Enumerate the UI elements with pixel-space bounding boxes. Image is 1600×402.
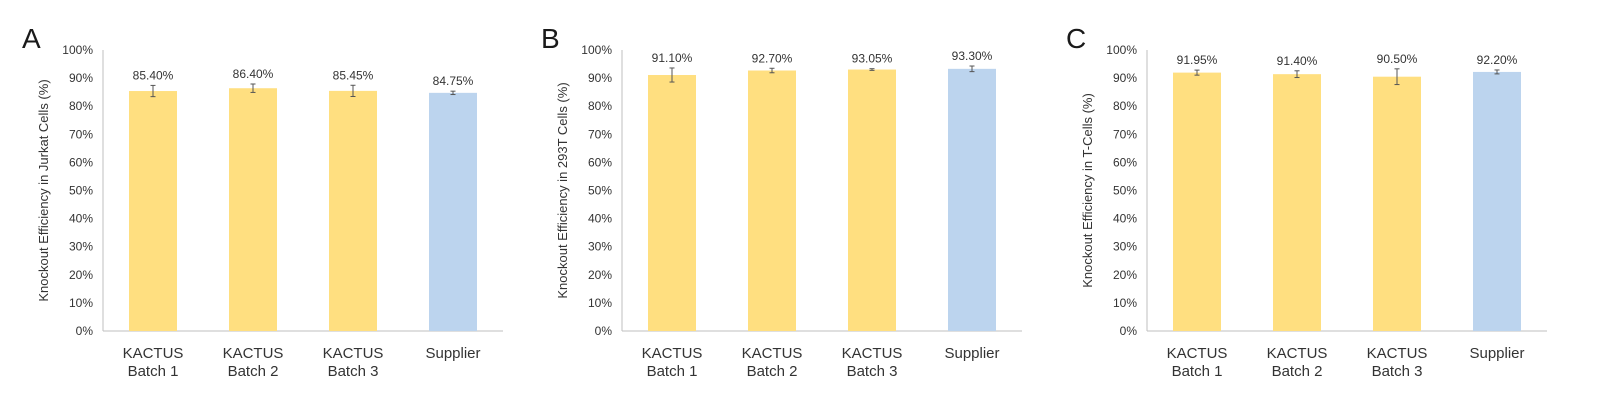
x-category-label-b-2: KACTUS bbox=[742, 345, 803, 362]
x-category-label-c-1: Batch 1 bbox=[1172, 363, 1223, 380]
x-category-label-c-4: Supplier bbox=[1469, 345, 1524, 362]
y-tick-label-a: 70% bbox=[69, 127, 93, 141]
bar-b-4 bbox=[948, 68, 996, 332]
y-axis-label-c: Knockout Efficiency in T-Cells (%) bbox=[1080, 93, 1095, 288]
bar-b-1 bbox=[648, 75, 696, 331]
x-category-label-c-2: KACTUS bbox=[1267, 345, 1328, 362]
y-tick-label-a: 80% bbox=[69, 99, 93, 113]
bar-a-2 bbox=[229, 88, 277, 331]
y-tick-label-b: 80% bbox=[588, 99, 612, 113]
y-tick-label-b: 30% bbox=[588, 240, 612, 254]
y-tick-label-b: 100% bbox=[581, 43, 612, 57]
chart-b-svg: B Knockout Efficiency in 293T Cells (%) 0%… bbox=[541, 23, 1022, 380]
chart-panel-c: C Knockout Efficiency in T-Cells (%) 0% 10%… bbox=[1062, 0, 1582, 402]
x-category-label-c-2: Batch 2 bbox=[1272, 363, 1323, 380]
y-tick-label-b: 40% bbox=[588, 212, 612, 226]
bar-c-1 bbox=[1173, 72, 1221, 332]
data-label-b-3: 93.05% bbox=[852, 52, 893, 66]
bar-c-3 bbox=[1373, 76, 1421, 331]
x-category-label-c-3: Batch 3 bbox=[1372, 363, 1423, 380]
bar-a-3 bbox=[329, 90, 377, 331]
y-tick-label-c: 40% bbox=[1113, 212, 1137, 226]
x-category-label-a-3: Batch 3 bbox=[328, 363, 379, 380]
y-tick-label-b: 70% bbox=[588, 127, 612, 141]
x-category-label-a-1: Batch 1 bbox=[128, 363, 179, 380]
x-category-label-a-4: Supplier bbox=[425, 345, 480, 362]
panel-label-b: B bbox=[541, 23, 560, 54]
y-tick-label-c: 20% bbox=[1113, 268, 1137, 282]
data-label-b-2: 92.70% bbox=[752, 51, 793, 65]
data-label-a-3: 85.45% bbox=[333, 68, 374, 82]
chart-a-svg: A Knockout Efficiency in Jurkat Cells (%)… bbox=[22, 23, 503, 380]
x-category-label-b-4: Supplier bbox=[944, 345, 999, 362]
y-tick-label-b: 10% bbox=[588, 296, 612, 310]
y-axis-label-a: Knockout Efficiency in Jurkat Cells (%) bbox=[36, 79, 51, 301]
data-label-b-4: 93.30% bbox=[952, 49, 993, 63]
x-category-label-c-3: KACTUS bbox=[1367, 345, 1428, 362]
x-category-label-b-3: Batch 3 bbox=[847, 363, 898, 380]
y-tick-label-c: 30% bbox=[1113, 240, 1137, 254]
bar-a-1 bbox=[129, 91, 177, 331]
y-tick-label-c: 10% bbox=[1113, 296, 1137, 310]
y-tick-label-a: 0% bbox=[76, 324, 94, 338]
y-tick-label-c: 50% bbox=[1113, 184, 1137, 198]
panel-label-a: A bbox=[22, 23, 41, 54]
chart-panel-a: A Knockout Efficiency in Jurkat Cells (%)… bbox=[18, 0, 538, 402]
y-tick-label-a: 50% bbox=[69, 184, 93, 198]
panel-label-c: C bbox=[1066, 23, 1086, 54]
data-label-c-1: 91.95% bbox=[1177, 53, 1218, 67]
y-tick-label-c: 60% bbox=[1113, 155, 1137, 169]
data-label-c-2: 91.40% bbox=[1277, 54, 1318, 68]
data-label-c-4: 92.20% bbox=[1477, 53, 1518, 67]
data-label-a-2: 86.40% bbox=[233, 67, 274, 81]
y-tick-label-a: 30% bbox=[69, 240, 93, 254]
chart-c-svg: C Knockout Efficiency in T-Cells (%) 0% 10%… bbox=[1066, 23, 1547, 380]
y-tick-label-c: 0% bbox=[1120, 324, 1138, 338]
y-tick-label-a: 20% bbox=[69, 268, 93, 282]
bar-a-4 bbox=[429, 92, 477, 331]
y-tick-label-b: 0% bbox=[595, 324, 613, 338]
data-label-c-3: 90.50% bbox=[1377, 52, 1418, 66]
y-tick-label-b: 90% bbox=[588, 71, 612, 85]
x-category-label-b-2: Batch 2 bbox=[747, 363, 798, 380]
y-tick-label-a: 60% bbox=[69, 155, 93, 169]
x-category-label-c-1: KACTUS bbox=[1167, 345, 1228, 362]
y-tick-label-b: 20% bbox=[588, 268, 612, 282]
y-tick-label-c: 80% bbox=[1113, 99, 1137, 113]
y-tick-label-c: 70% bbox=[1113, 127, 1137, 141]
x-category-label-a-1: KACTUS bbox=[123, 345, 184, 362]
data-label-a-4: 84.75% bbox=[433, 74, 474, 88]
y-tick-label-c: 100% bbox=[1106, 43, 1137, 57]
y-tick-label-a: 90% bbox=[69, 71, 93, 85]
y-tick-label-b: 50% bbox=[588, 184, 612, 198]
x-category-label-b-3: KACTUS bbox=[842, 345, 903, 362]
bar-c-2 bbox=[1273, 74, 1321, 331]
bar-b-3 bbox=[848, 69, 896, 331]
y-tick-label-a: 100% bbox=[62, 43, 93, 57]
y-tick-label-a: 40% bbox=[69, 212, 93, 226]
y-tick-label-c: 90% bbox=[1113, 71, 1137, 85]
chart-panel-b: B Knockout Efficiency in 293T Cells (%) 0%… bbox=[537, 0, 1057, 402]
x-category-label-b-1: Batch 1 bbox=[647, 363, 698, 380]
data-label-b-1: 91.10% bbox=[652, 51, 693, 65]
y-axis-label-b: Knockout Efficiency in 293T Cells (%) bbox=[555, 82, 570, 298]
x-category-label-a-2: Batch 2 bbox=[228, 363, 279, 380]
x-category-label-b-1: KACTUS bbox=[642, 345, 703, 362]
bar-b-2 bbox=[748, 70, 796, 331]
x-category-label-a-3: KACTUS bbox=[323, 345, 384, 362]
x-category-label-a-2: KACTUS bbox=[223, 345, 284, 362]
data-label-a-1: 85.40% bbox=[133, 68, 174, 82]
y-tick-label-a: 10% bbox=[69, 296, 93, 310]
bar-c-4 bbox=[1473, 71, 1521, 331]
y-tick-label-b: 60% bbox=[588, 155, 612, 169]
